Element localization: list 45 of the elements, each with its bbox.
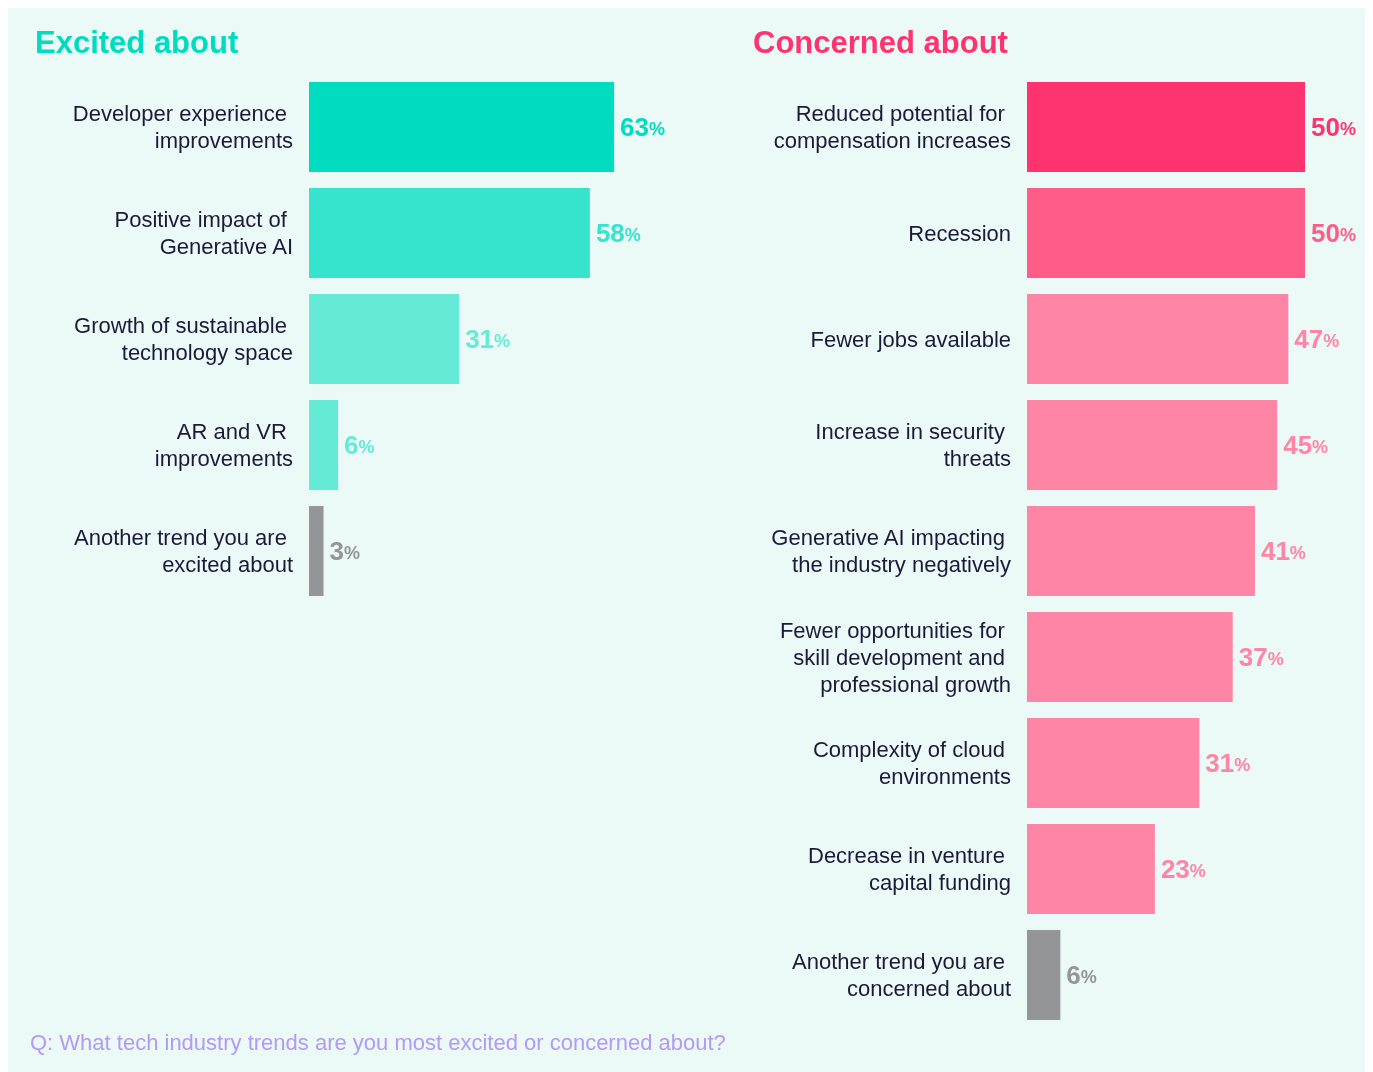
data-label: 6% (344, 430, 375, 460)
bar (1027, 82, 1305, 172)
data-label: 37% (1238, 642, 1284, 672)
bar (309, 188, 590, 278)
y-tick-label: Another trend you are excited about (74, 525, 293, 577)
data-label: 45% (1283, 430, 1329, 460)
bar (1027, 824, 1155, 914)
y-tick-label: Fewer jobs available (810, 326, 1011, 352)
y-tick-label: Generative AI impacting the industry negatively (771, 525, 1011, 577)
data-label: 58% (595, 218, 641, 248)
y-tick-label: Fewer opportunities for skill development and professional growth (779, 617, 1011, 697)
y-tick-label: Developer experience improvements (72, 101, 293, 153)
data-label: 23% (1160, 854, 1206, 884)
chart-title: Concerned about (753, 25, 1008, 60)
y-tick-label: AR and VR improvements (154, 419, 293, 471)
bar (309, 294, 460, 384)
y-tick-label: Decrease in venture capital funding (808, 843, 1011, 895)
data-label: 63% (620, 112, 666, 142)
bar (1027, 294, 1289, 384)
bar (1027, 400, 1278, 490)
bar (309, 506, 324, 596)
y-tick-label: Increase in security threats (815, 419, 1011, 471)
data-label: 41% (1260, 536, 1306, 566)
y-tick-label: Reduced potential for compensation increases (773, 101, 1011, 153)
y-tick-label: Complexity of cloud environments (812, 737, 1011, 789)
data-label: 31% (1205, 748, 1251, 778)
data-label: 31% (465, 324, 511, 354)
data-label: 6% (1066, 960, 1097, 990)
y-tick-label: Another trend you are concerned about (792, 949, 1011, 1001)
data-label: 3% (329, 536, 360, 566)
text: Q: What tech industry trends are you most excited or concerned about? (30, 1030, 726, 1056)
bar (1027, 188, 1305, 278)
y-tick-label: Recession (908, 220, 1011, 246)
bar (1027, 930, 1061, 1020)
y-tick-label: Growth of sustainable technology space (74, 313, 293, 365)
data-label: 50% (1311, 218, 1356, 248)
bar (309, 400, 339, 490)
bar (1027, 612, 1233, 702)
y-tick-label: Positive impact of Generative AI (114, 207, 293, 259)
data-label: 47% (1294, 324, 1340, 354)
bar (309, 82, 615, 172)
chart-title: Excited about (35, 25, 239, 60)
data-label: 50% (1311, 112, 1356, 142)
bar (1027, 718, 1200, 808)
bar (1027, 506, 1255, 596)
